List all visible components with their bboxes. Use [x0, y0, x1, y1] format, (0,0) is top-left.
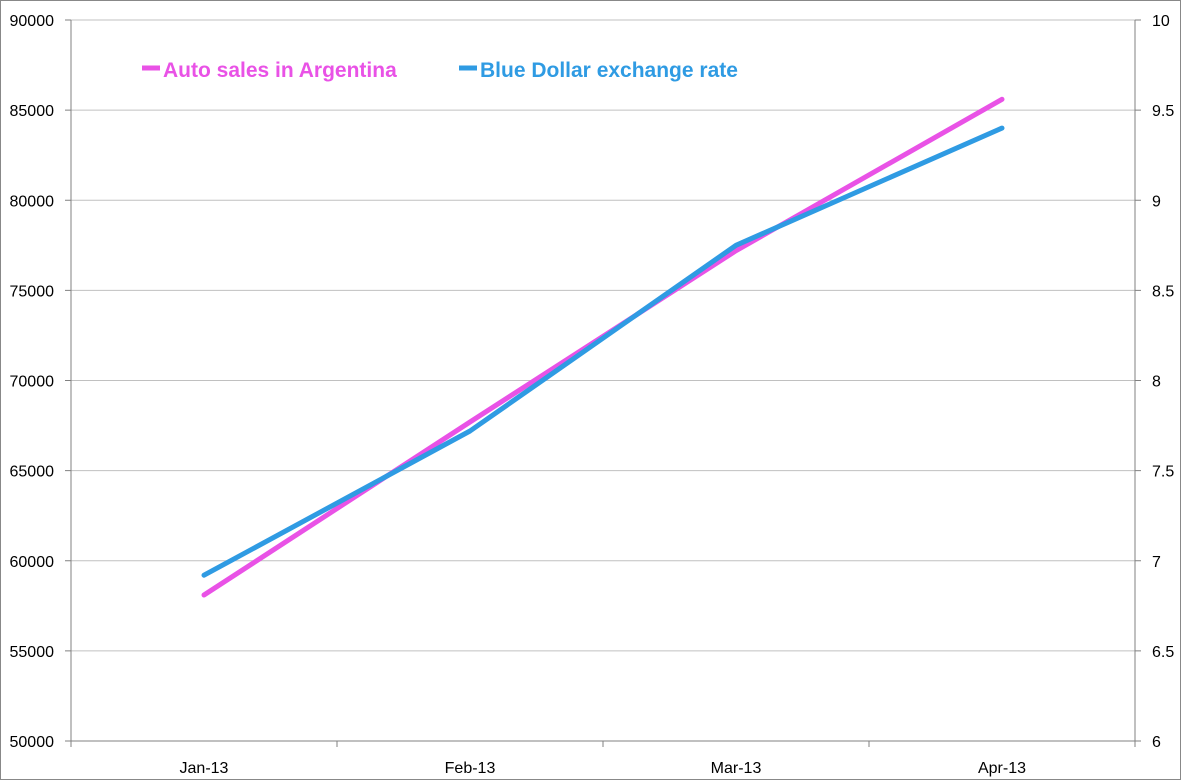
right-axis-tick-labels: 10 9.5 9 8.5 8 7.5 7 6.5 6	[1152, 13, 1174, 751]
legend-label-auto-sales: Auto sales in Argentina	[163, 59, 397, 82]
left-tick-label: 80000	[10, 193, 55, 210]
right-tick-label: 6	[1152, 734, 1161, 751]
x-axis-tick-labels: Jan-13 Feb-13 Mar-13 Apr-13	[180, 760, 1027, 777]
left-tick-label: 85000	[10, 103, 55, 120]
left-tick-label: 70000	[10, 374, 55, 391]
left-tick-label: 50000	[10, 734, 55, 751]
right-tick-label: 6.5	[1152, 644, 1174, 661]
left-tick-label: 55000	[10, 644, 55, 661]
right-tick-label: 8	[1152, 374, 1161, 391]
series-lines	[201, 96, 1005, 598]
right-tick-label: 8.5	[1152, 283, 1174, 300]
legend-label-blue-dollar: Blue Dollar exchange rate	[480, 59, 738, 82]
x-tick-label: Jan-13	[180, 760, 229, 777]
x-tick-label: Feb-13	[445, 760, 496, 777]
x-tick-label: Mar-13	[711, 760, 762, 777]
right-tick-label: 7	[1152, 554, 1161, 571]
right-tick-label: 7.5	[1152, 464, 1174, 481]
axes	[65, 19, 1141, 747]
left-tick-label: 75000	[10, 283, 55, 300]
left-tick-label: 60000	[10, 554, 55, 571]
legend: Auto sales in Argentina Blue Dollar exch…	[142, 59, 738, 82]
right-tick-label: 9.5	[1152, 103, 1174, 120]
gridlines	[71, 19, 1135, 652]
left-tick-label: 65000	[10, 464, 55, 481]
left-tick-label: 90000	[10, 13, 55, 30]
x-tick-label: Apr-13	[978, 760, 1026, 777]
right-tick-label: 10	[1152, 13, 1170, 30]
left-axis-tick-labels: 90000 85000 80000 75000 70000 65000 60000 55000…	[10, 13, 55, 751]
right-tick-label: 9	[1152, 193, 1161, 210]
series-line-1	[201, 125, 1005, 578]
